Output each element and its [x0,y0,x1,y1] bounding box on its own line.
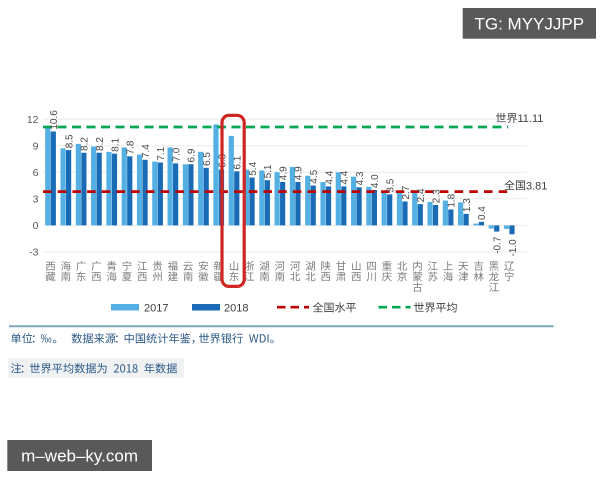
svg-text:7.8: 7.8 [126,140,137,154]
svg-text:-1.0: -1.0 [508,239,519,257]
svg-text:8.5: 8.5 [64,134,75,148]
svg-text:3.5: 3.5 [385,178,396,192]
svg-text:5.4: 5.4 [248,161,259,175]
svg-text:10.6: 10.6 [49,110,60,130]
svg-text:4.0: 4.0 [370,174,381,188]
svg-text:7.1: 7.1 [156,146,167,160]
svg-text:4.4: 4.4 [340,170,351,184]
svg-text:6: 6 [33,167,39,179]
svg-text:0: 0 [33,220,39,232]
svg-text:TG: MYYJJPP: TG: MYYJJPP [475,15,585,34]
svg-text:7.0: 7.0 [171,147,182,161]
svg-text:2.7: 2.7 [401,185,412,199]
svg-text:9: 9 [33,140,39,152]
svg-text:4.9: 4.9 [294,166,305,180]
svg-text:4.3: 4.3 [355,171,366,185]
svg-text:8.2: 8.2 [95,137,106,151]
svg-text:-0.7: -0.7 [493,236,504,254]
svg-text:5.1: 5.1 [263,164,274,178]
svg-text:11.11: 11.11 [518,113,544,125]
svg-text:2017: 2017 [144,303,168,315]
svg-text:2018: 2018 [224,303,248,315]
svg-text:12: 12 [27,114,39,126]
svg-text:6.1: 6.1 [233,155,244,169]
svg-text:3.81: 3.81 [526,180,547,192]
svg-text:2.3: 2.3 [431,189,442,203]
svg-text:0.4: 0.4 [477,206,488,220]
svg-text:4.9: 4.9 [278,166,289,180]
svg-text:1.8: 1.8 [447,193,458,207]
svg-text:7.4: 7.4 [141,144,152,158]
svg-text:2.4: 2.4 [416,188,427,202]
svg-text:4.4: 4.4 [324,170,335,184]
svg-text:6.9: 6.9 [187,148,198,162]
svg-text:8.1: 8.1 [110,137,121,151]
svg-text:8.2: 8.2 [80,137,91,151]
svg-text:3: 3 [33,194,39,206]
svg-text:1.3: 1.3 [462,198,473,212]
svg-text:-3: -3 [29,247,38,259]
svg-text:m–web–ky.com: m–web–ky.com [21,447,138,466]
svg-text:6.5: 6.5 [202,152,213,166]
svg-text:4.5: 4.5 [309,169,320,183]
